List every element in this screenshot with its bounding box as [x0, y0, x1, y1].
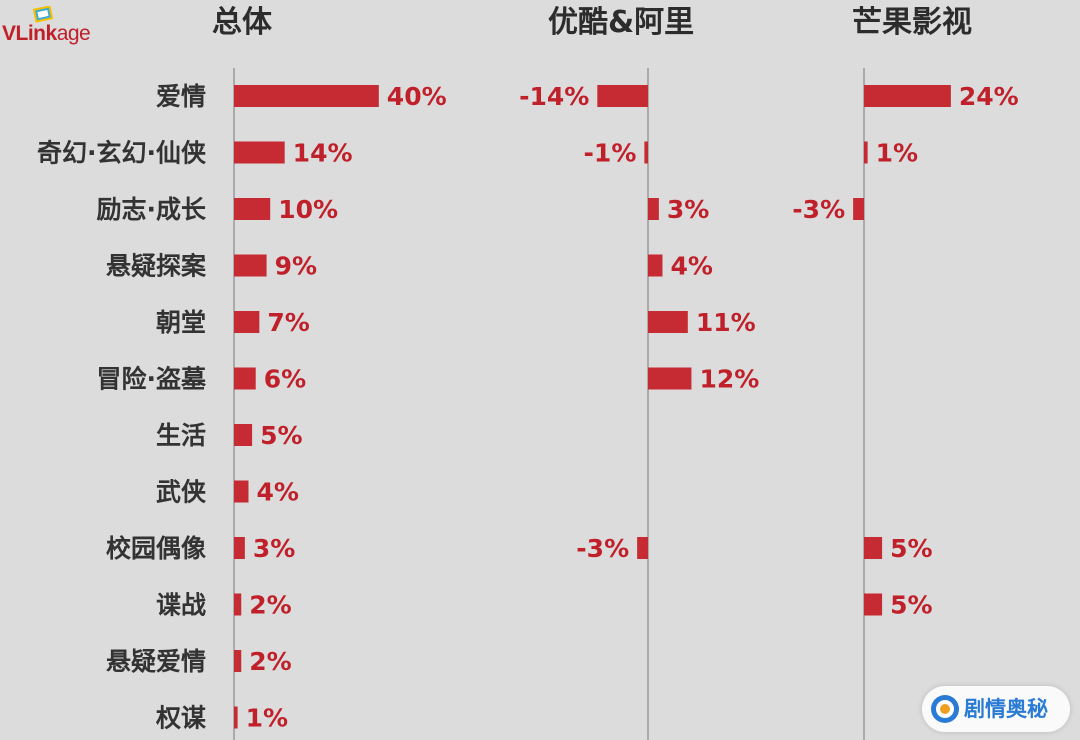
bar-series-2 [648, 367, 692, 390]
panel-title-mango: 芒果影视 [852, 5, 972, 40]
value-label: 7% [267, 308, 309, 337]
watermark-badge: 剧情奥秘 [922, 686, 1070, 732]
logo-text: VLinkage [2, 22, 91, 46]
category-label: 谍战 [156, 591, 206, 620]
value-label: 1% [246, 704, 288, 733]
value-label: -3% [576, 534, 629, 563]
category-label: 爱情 [156, 82, 206, 111]
bar-series-1 [234, 706, 238, 729]
value-label: 3% [253, 534, 295, 563]
bar-series-3 [864, 141, 868, 164]
bar-series-3 [853, 198, 864, 220]
value-label: -3% [792, 195, 845, 224]
value-label: 10% [278, 195, 338, 224]
bar-series-2 [648, 311, 688, 333]
bar-series-1 [234, 311, 260, 333]
watermark-text: 剧情奥秘 [964, 697, 1048, 721]
vlinkage-logo: VLinkage [0, 6, 130, 46]
value-label: 5% [260, 421, 302, 450]
value-label: 12% [699, 365, 759, 394]
bar-series-1 [234, 85, 379, 107]
value-label: 14% [293, 139, 353, 168]
category-label: 朝堂 [156, 308, 206, 337]
bar-series-2 [637, 537, 648, 559]
logo-mark-icon [32, 6, 54, 23]
value-label: 40% [387, 82, 447, 111]
watermark-logo-icon [931, 695, 959, 723]
value-label: 5% [890, 534, 932, 563]
bar-series-2 [597, 85, 648, 107]
value-label: 4% [670, 252, 712, 281]
value-label: 3% [667, 195, 709, 224]
value-label: 6% [264, 365, 306, 394]
value-label: 11% [696, 308, 756, 337]
bar-series-1 [234, 593, 242, 616]
bar-series-3 [864, 85, 951, 107]
bar-series-3 [864, 593, 883, 616]
bar-series-1 [234, 424, 253, 446]
category-label: 励志·成长 [97, 195, 207, 224]
category-label: 悬疑探案 [106, 252, 207, 281]
category-label: 武侠 [156, 478, 207, 507]
bar-series-1 [234, 537, 245, 559]
value-label: 2% [249, 591, 291, 620]
value-label: 5% [890, 591, 932, 620]
category-label: 生活 [156, 421, 206, 450]
bar-series-1 [234, 367, 256, 390]
logo-text-age: age [56, 22, 91, 45]
panel-title-overall: 总体 [212, 5, 272, 40]
bar-series-3 [864, 537, 883, 559]
value-label: -1% [584, 139, 637, 168]
value-label: 24% [959, 82, 1019, 111]
category-label: 校园偶像 [106, 534, 206, 563]
bar-series-2 [644, 141, 648, 164]
bar-series-2 [648, 198, 659, 220]
category-label: 悬疑爱情 [106, 647, 206, 676]
bar-series-1 [234, 141, 285, 164]
value-label: -14% [519, 82, 589, 111]
bar-series-1 [234, 254, 267, 277]
bar-series-1 [234, 198, 271, 220]
logo-text-ink: ink [27, 22, 57, 45]
value-label: 2% [249, 647, 291, 676]
panel-title-youku-ali: 优酷&阿里 [548, 5, 695, 40]
bar-series-2 [648, 254, 663, 277]
category-label: 奇幻·玄幻·仙侠 [37, 139, 207, 168]
value-label: 4% [256, 478, 298, 507]
bar-series-1 [234, 480, 249, 503]
bar-series-1 [234, 650, 242, 672]
category-label: 冒险·盗墓 [97, 365, 207, 394]
value-label: 9% [275, 252, 317, 281]
value-label: 1% [876, 139, 918, 168]
logo-text-vl: VL [2, 22, 28, 45]
category-label: 权谋 [155, 704, 207, 733]
